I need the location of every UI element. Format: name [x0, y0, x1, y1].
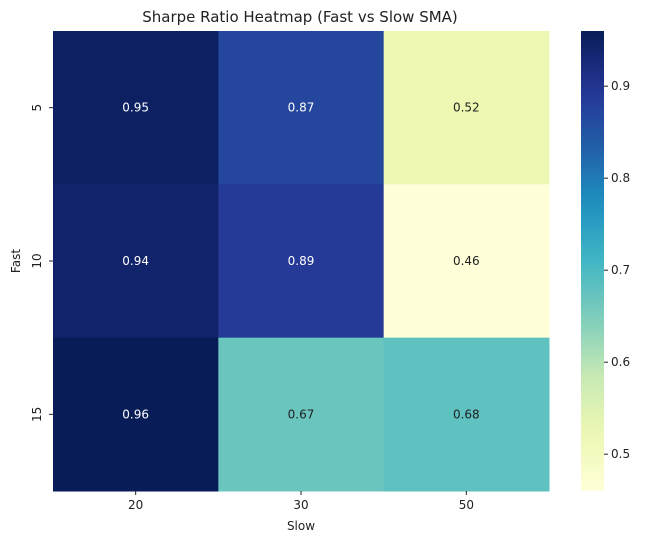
heatmap-cell [218, 31, 385, 185]
y-tick-label: 10 [30, 253, 44, 268]
chart-title: Sharpe Ratio Heatmap (Fast vs Slow SMA) [142, 8, 458, 26]
heatmap-cells [53, 31, 550, 492]
colorbar: 0.5 0.6 0.7 0.8 0.9 [581, 31, 630, 491]
colorbar-tick-label: 0.8 [611, 171, 630, 185]
x-axis-label: Slow [287, 519, 315, 533]
heatmap-cell [53, 31, 219, 185]
y-axis: 5 10 15 [30, 104, 53, 422]
colorbar-gradient [581, 31, 604, 491]
x-tick-label: 30 [293, 498, 308, 512]
colorbar-tick-label: 0.7 [611, 263, 630, 277]
heatmap-cell [383, 31, 550, 185]
x-tick-label: 50 [459, 498, 474, 512]
cell-value-label: 0.67 [288, 407, 315, 421]
y-tick-label: 5 [30, 104, 44, 112]
x-tick-label: 20 [128, 498, 143, 512]
heatmap-cell [218, 337, 385, 492]
cell-value-label: 0.94 [122, 254, 149, 268]
colorbar-tick-label: 0.9 [611, 79, 630, 93]
colorbar-tick-label: 0.5 [611, 447, 630, 461]
y-tick-label: 15 [30, 407, 44, 422]
cell-value-label: 0.96 [122, 407, 149, 421]
cell-value-label: 0.89 [288, 254, 315, 268]
cell-value-label: 0.87 [288, 101, 315, 115]
colorbar-tick-label: 0.6 [611, 355, 630, 369]
heatmap-cell [53, 184, 219, 339]
cell-value-label: 0.52 [453, 101, 480, 115]
x-axis: 20 30 50 [128, 491, 474, 512]
heatmap-cell-labels: 0.95 0.87 0.52 0.94 0.89 0.46 0.96 0.67 0.68 [122, 101, 479, 422]
cell-value-label: 0.68 [453, 407, 480, 421]
heatmap-cell [53, 337, 219, 492]
cell-value-label: 0.46 [453, 254, 480, 268]
heatmap-cell [383, 184, 550, 339]
cell-value-label: 0.95 [122, 101, 149, 115]
heatmap-cell [383, 337, 550, 492]
heatmap-cell [218, 184, 385, 339]
y-axis-label: Fast [9, 249, 23, 273]
